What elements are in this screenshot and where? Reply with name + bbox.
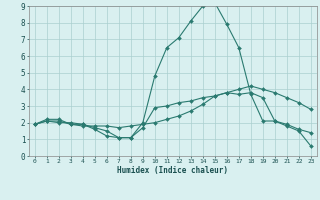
X-axis label: Humidex (Indice chaleur): Humidex (Indice chaleur) [117,166,228,175]
